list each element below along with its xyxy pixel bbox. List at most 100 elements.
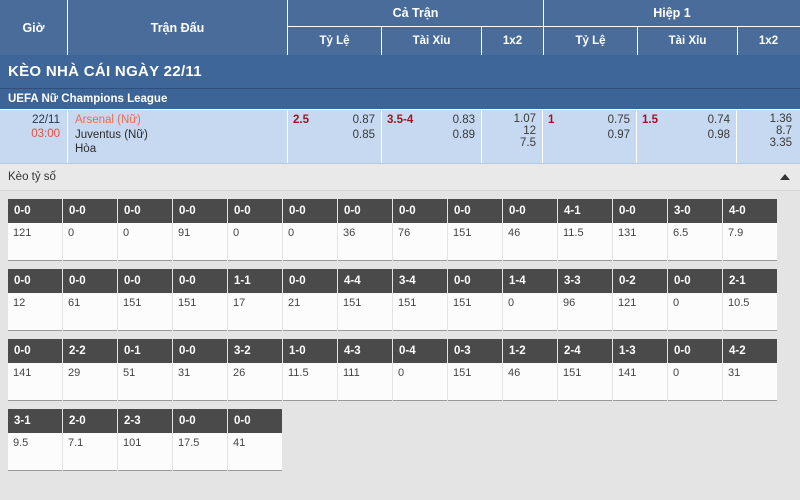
odd-1x2-away[interactable]: 7.5 [520, 137, 536, 149]
odd-1x2-home[interactable]: 1.07 [513, 113, 536, 125]
score-cell[interactable]: 0-0 61 [63, 269, 117, 339]
odds-overunder-full[interactable]: 3.5-4 0.83 0.89 [382, 110, 482, 163]
score-odds[interactable]: 21 [283, 293, 337, 331]
score-cell[interactable]: 2-2 29 [63, 339, 117, 409]
home-team[interactable]: Arsenal (Nữ) [75, 114, 141, 126]
score-odds[interactable]: 151 [118, 293, 172, 331]
score-odds[interactable]: 0 [503, 293, 557, 331]
score-odds[interactable]: 151 [393, 293, 447, 331]
over-odd[interactable]: 0.83 [452, 114, 475, 126]
score-odds[interactable]: 121 [613, 293, 667, 331]
score-cell[interactable]: 0-0 17.5 [173, 409, 227, 479]
score-odds[interactable]: 11.5 [558, 223, 612, 261]
score-cell[interactable]: 0-3 151 [448, 339, 502, 409]
score-cell[interactable]: 0-0 0 [228, 199, 282, 269]
score-odds[interactable]: 26 [228, 363, 282, 401]
over-odd[interactable]: 0.74 [707, 114, 730, 126]
score-cell[interactable]: 2-4 151 [558, 339, 612, 409]
score-cell[interactable]: 4-0 7.9 [723, 199, 777, 269]
score-cell[interactable]: 0-0 151 [448, 199, 502, 269]
score-cell[interactable]: 3-2 26 [228, 339, 282, 409]
score-odds[interactable]: 141 [613, 363, 667, 401]
score-odds[interactable]: 121 [8, 223, 62, 261]
score-cell[interactable]: 0-0 36 [338, 199, 392, 269]
odds-1x2-full[interactable]: 1.07 12 7.5 [482, 110, 543, 163]
score-cell[interactable]: 0-0 41 [228, 409, 282, 479]
score-cell[interactable]: 4-3 111 [338, 339, 392, 409]
score-odds[interactable]: 91 [173, 223, 227, 261]
score-cell[interactable]: 0-0 0 [63, 199, 117, 269]
score-odds[interactable]: 151 [173, 293, 227, 331]
under-odd[interactable]: 0.89 [452, 128, 475, 141]
score-odds[interactable]: 10.5 [723, 293, 777, 331]
score-odds[interactable]: 76 [393, 223, 447, 261]
odds-1x2-half[interactable]: 1.36 8.7 3.35 [737, 110, 798, 163]
score-odds[interactable]: 31 [723, 363, 777, 401]
score-cell[interactable]: 0-0 151 [173, 269, 227, 339]
score-odds[interactable]: 131 [613, 223, 667, 261]
odd-1x2-draw[interactable]: 12 [523, 125, 536, 137]
score-odds[interactable]: 0 [668, 293, 722, 331]
score-odds[interactable]: 141 [8, 363, 62, 401]
score-cell[interactable]: 4-4 151 [338, 269, 392, 339]
score-cell[interactable]: 4-2 31 [723, 339, 777, 409]
score-cell[interactable]: 4-1 11.5 [558, 199, 612, 269]
score-odds[interactable]: 7.9 [723, 223, 777, 261]
odds-handicap-half[interactable]: 1 0.75 0.97 [543, 110, 637, 163]
score-cell[interactable]: 0-2 121 [613, 269, 667, 339]
away-team[interactable]: Juventus (Nữ) [75, 128, 148, 141]
score-cell[interactable]: 1-2 46 [503, 339, 557, 409]
odd-1x2-draw[interactable]: 8.7 [776, 125, 792, 137]
score-odds[interactable]: 46 [503, 363, 557, 401]
score-odds[interactable]: 11.5 [283, 363, 337, 401]
handicap-away-odd[interactable]: 0.97 [607, 128, 630, 141]
score-cell[interactable]: 0-0 0 [668, 339, 722, 409]
score-odds[interactable]: 12 [8, 293, 62, 331]
score-cell[interactable]: 1-4 0 [503, 269, 557, 339]
odds-line[interactable]: 0.85 [293, 128, 375, 143]
score-odds[interactable]: 151 [338, 293, 392, 331]
score-cell[interactable]: 0-0 91 [173, 199, 227, 269]
score-odds[interactable]: 151 [448, 293, 502, 331]
score-cell[interactable]: 0-0 21 [283, 269, 337, 339]
odds-handicap-full[interactable]: 2.5 0.87 0.85 [288, 110, 382, 163]
score-cell[interactable]: 0-0 151 [118, 269, 172, 339]
score-cell[interactable]: 3-4 151 [393, 269, 447, 339]
score-cell[interactable]: 0-0 141 [8, 339, 62, 409]
score-cell[interactable]: 0-0 0 [668, 269, 722, 339]
league-header[interactable]: UEFA Nữ Champions League [0, 89, 800, 110]
handicap-away-odd[interactable]: 0.85 [352, 128, 375, 141]
score-odds[interactable]: 151 [558, 363, 612, 401]
score-cell[interactable]: 0-4 0 [393, 339, 447, 409]
score-cell[interactable]: 0-0 151 [448, 269, 502, 339]
score-cell[interactable]: 1-1 17 [228, 269, 282, 339]
score-odds[interactable]: 36 [338, 223, 392, 261]
score-odds[interactable]: 17.5 [173, 433, 227, 471]
match-teams-cell[interactable]: Arsenal (Nữ) Juventus (Nữ) Hòa [68, 110, 288, 163]
score-cell[interactable]: 2-1 10.5 [723, 269, 777, 339]
caret-up-icon[interactable] [780, 174, 790, 180]
odds-line[interactable]: 0.89 [387, 128, 475, 143]
score-cell[interactable]: 0-0 12 [8, 269, 62, 339]
score-cell[interactable]: 2-3 101 [118, 409, 172, 479]
score-cell[interactable]: 0-0 0 [118, 199, 172, 269]
score-odds[interactable]: 9.5 [8, 433, 62, 471]
score-cell[interactable]: 0-1 51 [118, 339, 172, 409]
odds-line[interactable]: 2.5 0.87 [293, 113, 375, 128]
score-cell[interactable]: 0-0 31 [173, 339, 227, 409]
score-cell[interactable]: 0-0 121 [8, 199, 62, 269]
table-row[interactable]: 22/11 03:00 Arsenal (Nữ) Juventus (Nữ) H… [0, 110, 800, 164]
score-odds[interactable]: 0 [228, 223, 282, 261]
score-odds[interactable]: 151 [448, 363, 502, 401]
odds-line[interactable]: 3.5-4 0.83 [387, 113, 475, 128]
odds-line[interactable]: 1.5 0.74 [642, 113, 730, 128]
odds-line[interactable]: 0.98 [642, 128, 730, 143]
score-odds[interactable]: 0 [283, 223, 337, 261]
odd-1x2-home[interactable]: 1.36 [769, 113, 792, 125]
under-odd[interactable]: 0.98 [707, 128, 730, 141]
score-odds[interactable]: 0 [118, 223, 172, 261]
score-odds[interactable]: 29 [63, 363, 117, 401]
score-cell[interactable]: 0-0 46 [503, 199, 557, 269]
score-odds[interactable]: 31 [173, 363, 227, 401]
score-odds[interactable]: 46 [503, 223, 557, 261]
